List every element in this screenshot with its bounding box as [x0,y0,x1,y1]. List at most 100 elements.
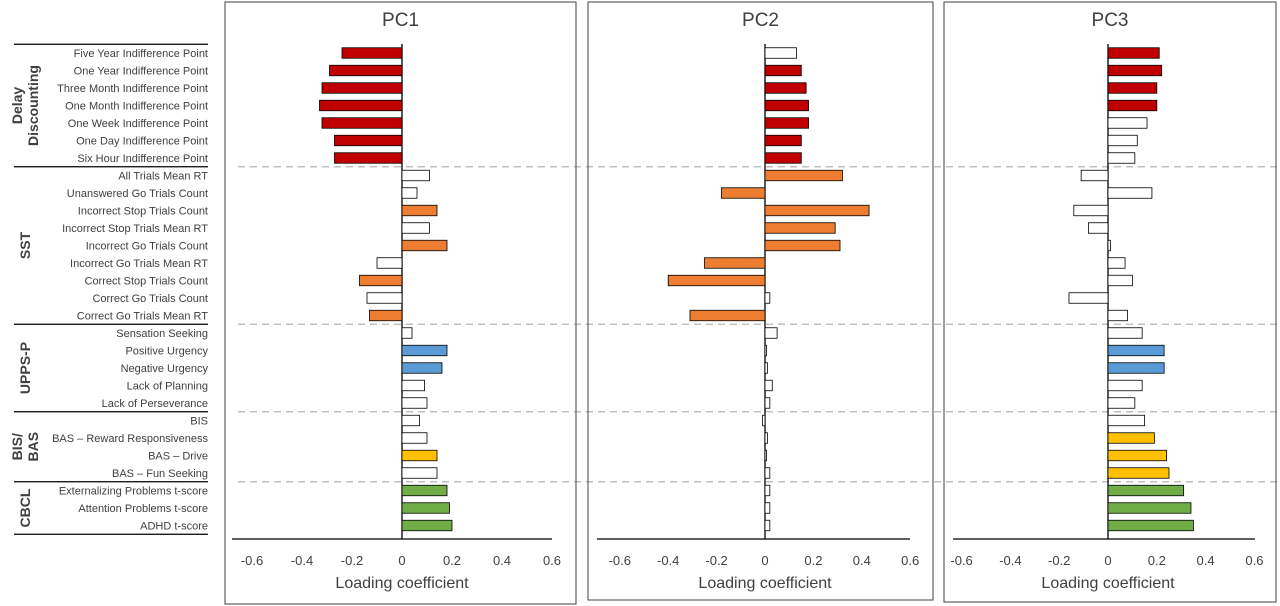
loading-bar [1107,467,1170,479]
category-label: Unanswered Go Trials Count [67,188,208,200]
loading-bar [401,502,450,514]
group-label-line: BIS/ [9,433,25,460]
loading-bar [1107,47,1160,59]
loading-bar [366,292,403,304]
category-label: Lack of Planning [127,381,208,393]
x-tick-label: 0.2 [804,553,822,568]
loading-bar [764,292,771,304]
loading-bar [764,432,768,444]
loading-bar [401,519,453,532]
category-label: BAS – Fun Seeking [112,468,208,480]
loading-bar [764,519,771,532]
category-label: All Trials Mean RT [118,171,208,183]
loading-bar [1107,117,1148,129]
loading-bar [1107,64,1163,77]
category-label: Attention Problems t-score [78,503,208,515]
x-tick-label: -0.6 [609,553,631,568]
category-label: Incorrect Stop Trials Count [78,206,208,218]
category-label: Externalizing Problems t-score [59,486,208,498]
loading-bar [401,187,418,199]
loading-bar [764,152,802,164]
category-label: Correct Go Trials Mean RT [77,311,209,323]
loading-bar [401,467,438,479]
loading-bar [341,47,403,59]
loading-bar [1080,169,1109,182]
loading-bar [1107,99,1158,112]
loading-bar [401,222,430,234]
loading-bar [401,432,428,444]
x-tick-label: -0.2 [1048,553,1070,568]
x-tick-label: 0 [398,553,405,568]
x-tick-label: 0.6 [1245,553,1263,568]
loading-bar [376,257,403,269]
panel-title: PC2 [742,10,779,31]
loading-bar [764,169,843,182]
group-label: CBCL [17,488,33,527]
group-label-line: Discounting [25,65,41,146]
x-tick-label: -0.4 [291,553,313,568]
loading-bar [369,309,403,322]
loading-bar [1107,239,1111,252]
loading-bar [1107,502,1192,514]
loading-bar [401,449,438,462]
loading-bar [1107,309,1128,322]
category-label: One Month Indifference Point [65,101,208,113]
category-label: BAS – Drive [148,451,208,463]
x-tick-label: 0.2 [1148,553,1166,568]
loading-bar [359,274,403,287]
x-tick-label: 0.4 [493,553,511,568]
loading-bar [689,309,766,322]
loading-bar [1107,362,1165,374]
loading-bar [1107,187,1153,199]
category-label: Lack of Perseverance [102,398,208,410]
loading-bar [764,222,836,234]
x-tick-label: -0.2 [705,553,727,568]
loading-bar [764,47,797,59]
category-label: Negative Urgency [121,363,209,375]
loading-bar [1107,484,1185,497]
loading-bar [764,449,767,462]
loading-bar [1107,519,1194,532]
group-label-line: SST [17,231,33,259]
loading-bar [764,134,802,147]
loading-bar [1107,274,1133,287]
group-label-line: UPPS-P [17,342,33,394]
loading-bar [704,257,766,269]
loading-bar [401,344,448,357]
loading-bar [1107,257,1126,269]
category-label: Five Year Indifference Point [74,48,208,60]
loading-bar [401,204,438,217]
loading-bar [401,414,420,427]
loading-bar [1073,204,1109,217]
category-label: One Week Indifference Point [68,118,208,130]
loading-bar [764,379,773,392]
loading-bar [764,502,771,514]
loading-bar [1107,414,1145,427]
loading-bar [764,397,771,409]
x-tick-label: -0.4 [999,553,1021,568]
loading-bar [334,152,403,164]
x-tick-label: 0 [1104,553,1111,568]
category-label: Correct Stop Trials Count [85,276,209,288]
group-label: SST [17,231,33,259]
loading-bar [764,99,809,112]
x-tick-label: 0.6 [901,553,919,568]
loading-bar [764,239,841,252]
category-label: One Day Indifference Point [76,136,208,148]
loading-bar [1107,134,1138,147]
group-label: UPPS-P [17,342,33,394]
x-tick-label: 0.4 [1197,553,1215,568]
loading-bar [1107,397,1136,409]
loading-bar [764,204,870,217]
loading-bar [721,187,766,199]
loading-bar [401,397,428,409]
x-tick-label: -0.6 [950,553,972,568]
category-label: Positive Urgency [125,346,208,358]
loading-bar [764,117,809,129]
category-label: BIS [190,416,208,428]
category-label: ADHD t-score [140,521,208,533]
loading-bar [334,134,403,147]
panel-border [224,1,577,605]
x-axis-title: Loading coefficient [698,575,832,592]
